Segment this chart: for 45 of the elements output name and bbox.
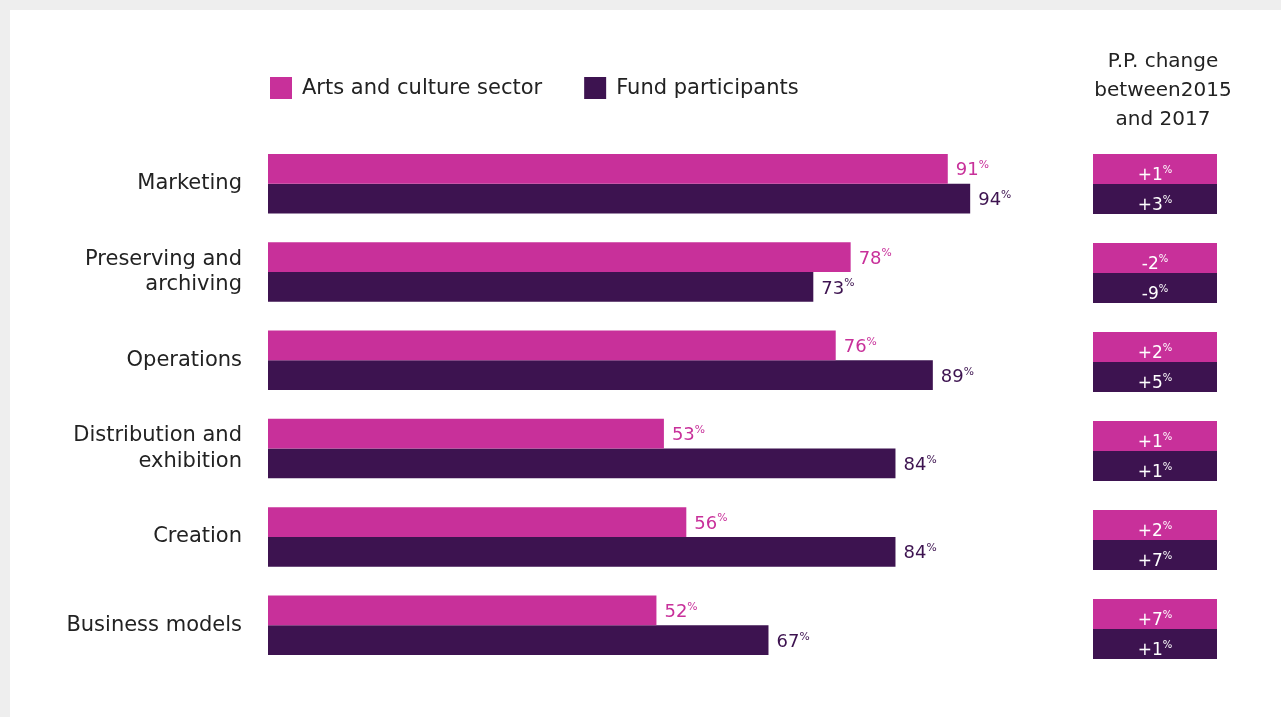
y-tick-label: Distribution and exhibition (73, 422, 242, 472)
bar (268, 418, 664, 449)
data-label: 78% (858, 246, 892, 268)
text: +5$^{%}$ (1093, 362, 1217, 392)
bar (268, 153, 948, 184)
bar (268, 625, 769, 655)
legend-label: Arts and culture sector (302, 75, 543, 100)
data-label: 84% (903, 452, 937, 475)
text: +1$^{%}$ (1093, 629, 1217, 659)
data-label: 94% (978, 187, 1012, 210)
bar (268, 330, 836, 361)
y-tick-label: Marketing (137, 170, 242, 195)
bar (268, 448, 896, 479)
data-label: 67% (776, 629, 810, 651)
data-label: 56% (694, 511, 728, 533)
data-label: 91% (955, 158, 989, 180)
bar (268, 595, 657, 626)
legend-label: Fund participants (616, 75, 799, 100)
data-label: 73% (821, 276, 855, 298)
y-tick-label: Business models (66, 611, 242, 636)
data-label: 84% (903, 541, 937, 563)
bar (268, 271, 814, 302)
text: +1$^{%}$ (1093, 451, 1217, 481)
bar (268, 242, 851, 272)
text: +2$^{%}$ (1093, 510, 1217, 540)
text: +2$^{%}$ (1093, 332, 1217, 362)
y-tick-label: Creation (153, 523, 242, 548)
bar (268, 360, 933, 391)
bar (268, 507, 687, 537)
data-label: 53% (671, 423, 706, 445)
data-label: 76% (843, 334, 877, 357)
data-label: 52% (664, 599, 698, 622)
text: +1$^{%}$ (1093, 154, 1217, 184)
text: +7$^{%}$ (1093, 599, 1217, 629)
text: +3$^{%}$ (1093, 184, 1217, 214)
y-tick-label: Preserving and archiving (85, 245, 242, 296)
text: P.P. change between2015 and 2017 (1093, 47, 1233, 132)
bar (268, 536, 896, 567)
text: +7$^{%}$ (1093, 540, 1217, 570)
text: +1$^{%}$ (1093, 421, 1217, 451)
y-tick-label: Operations (126, 346, 242, 371)
data-label: 89% (940, 364, 974, 386)
text: -9$^{%}$ (1093, 273, 1217, 303)
bar (268, 183, 971, 214)
text: -2$^{%}$ (1093, 243, 1217, 273)
